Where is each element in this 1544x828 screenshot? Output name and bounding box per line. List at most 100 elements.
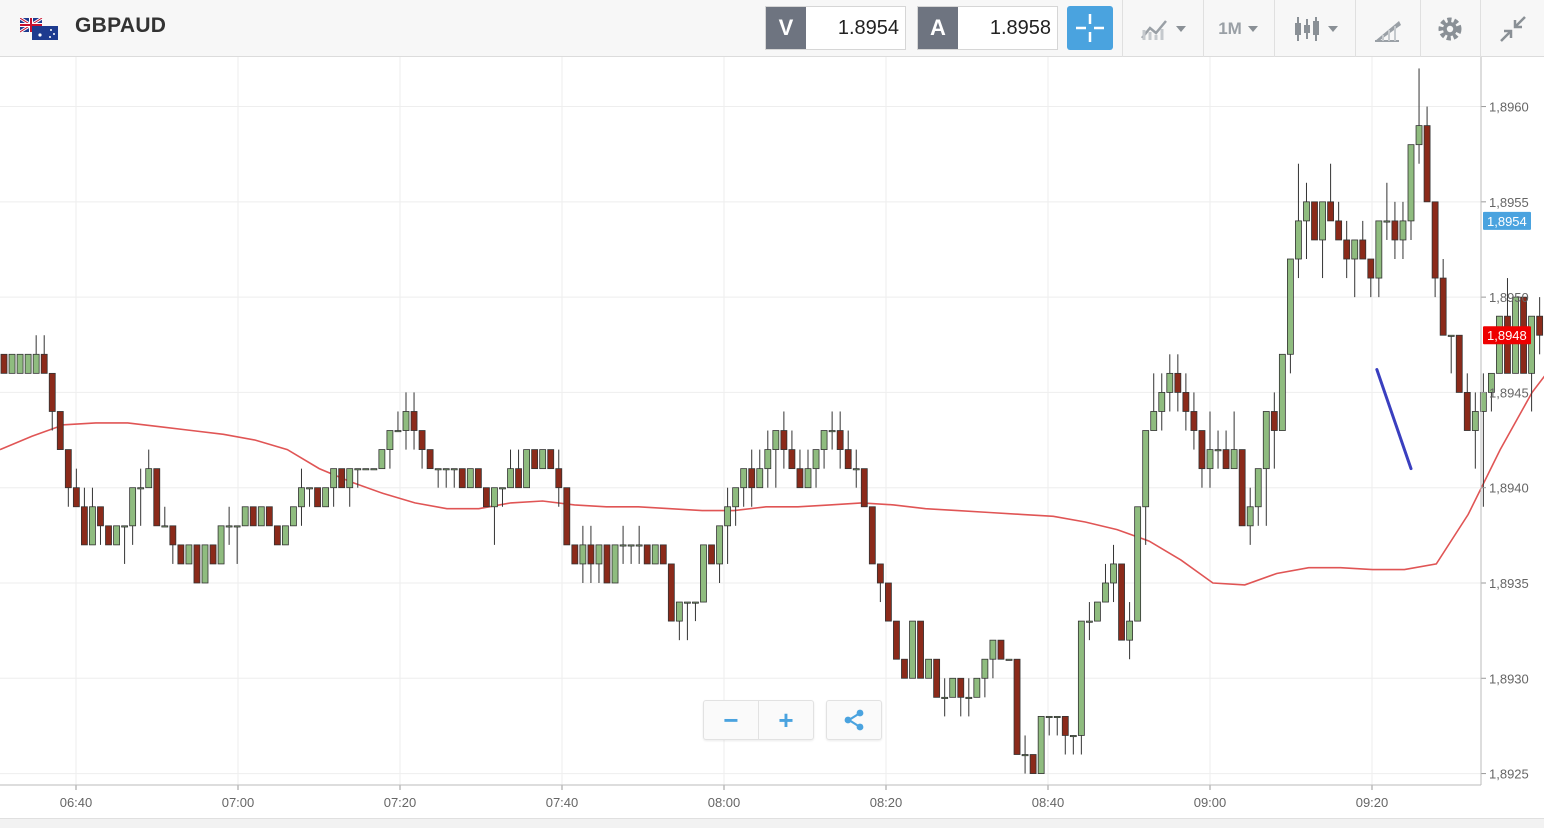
price-chart[interactable]: 1,8960 1,8955 1,8950 1,8945 1,8940 1,8935 1,89… xyxy=(0,57,1544,817)
candle-up xyxy=(306,487,313,507)
candle-body xyxy=(732,487,740,508)
candle-body xyxy=(273,525,281,546)
candle-body xyxy=(209,544,217,565)
x-tick-label: 09:20 xyxy=(1356,795,1389,810)
candle-body xyxy=(957,677,965,698)
candle-up xyxy=(828,411,836,450)
gb-au-flag-icon xyxy=(20,18,58,40)
candle-body xyxy=(1415,125,1423,146)
candle-body xyxy=(48,372,56,412)
candle-body xyxy=(917,620,924,679)
candle-body xyxy=(8,353,16,374)
candle-body xyxy=(298,487,305,508)
candle-up xyxy=(1005,658,1013,661)
candle-up xyxy=(442,468,450,488)
candle-down xyxy=(1029,754,1037,774)
candle-body xyxy=(1359,239,1367,260)
candle-body xyxy=(16,353,24,374)
candle-body xyxy=(555,468,563,489)
candle-up xyxy=(1415,68,1423,164)
candle-up xyxy=(1351,239,1359,298)
candle-body xyxy=(788,449,796,470)
candle-down xyxy=(893,620,900,660)
candle-up xyxy=(386,430,394,469)
candle-up xyxy=(989,639,997,679)
candle-up xyxy=(949,677,957,698)
candle-up xyxy=(1214,430,1222,469)
candle-body xyxy=(1319,201,1326,241)
candle-body xyxy=(64,449,72,489)
candle-down xyxy=(56,411,64,450)
y-tick-label: 1,8935 xyxy=(1489,576,1529,591)
candle-body xyxy=(844,449,852,470)
candle-up xyxy=(298,468,305,526)
crosshair-button[interactable] xyxy=(1067,6,1113,50)
candle-body xyxy=(949,677,957,698)
candle-body xyxy=(1303,201,1310,222)
candle-body xyxy=(933,658,941,698)
indicators-button[interactable] xyxy=(1130,0,1195,57)
candlesticks xyxy=(0,68,1544,774)
x-tick-label: 09:00 xyxy=(1194,795,1227,810)
candle-body xyxy=(1455,334,1463,393)
zoom-in-label: + xyxy=(778,704,794,735)
candle-down xyxy=(667,563,675,622)
candle-down xyxy=(81,487,88,546)
sell-quote[interactable]: V 1.8954 xyxy=(765,6,906,50)
candle-up xyxy=(241,506,249,527)
candle-body xyxy=(281,525,289,546)
candle-up xyxy=(1102,563,1109,603)
buy-quote[interactable]: A 1.8958 xyxy=(917,6,1058,50)
candle-down xyxy=(426,449,434,470)
zoom-out-button[interactable]: − xyxy=(704,701,759,739)
collapse-button[interactable] xyxy=(1488,0,1538,57)
x-tick-label: 07:20 xyxy=(384,795,417,810)
settings-button[interactable] xyxy=(1425,0,1475,57)
candle-up xyxy=(281,525,289,546)
candle-body xyxy=(402,411,410,431)
candle-up xyxy=(113,525,120,546)
candle-up xyxy=(225,506,233,545)
candle-up xyxy=(1206,411,1214,488)
candle-down xyxy=(177,544,185,565)
candle-down xyxy=(933,658,941,698)
candle-body xyxy=(860,468,868,508)
candle-body xyxy=(756,468,764,489)
candle-body xyxy=(852,468,860,471)
candle-body xyxy=(740,468,748,489)
candle-body xyxy=(491,487,498,508)
candle-body xyxy=(724,506,731,527)
candle-body xyxy=(482,487,490,508)
candle-body xyxy=(24,353,32,374)
chart-type-button[interactable] xyxy=(1282,0,1347,57)
candle-up xyxy=(233,525,241,564)
candle-body xyxy=(941,696,949,699)
candle-body xyxy=(1069,735,1077,738)
candle-body xyxy=(32,353,40,374)
candle-down xyxy=(1327,163,1334,222)
bottom-scrollbar[interactable] xyxy=(0,818,1544,828)
moving-average-price-tag-label: 1,8948 xyxy=(1487,328,1527,343)
candle-down xyxy=(153,468,161,527)
candle-down xyxy=(1198,430,1206,488)
timeframe-selector[interactable]: 1M xyxy=(1208,0,1268,57)
candle-body xyxy=(201,544,209,584)
candle-down xyxy=(1367,258,1375,298)
drawing-tools-button[interactable] xyxy=(1360,0,1415,57)
candle-body xyxy=(1327,201,1334,222)
y-tick-label: 1,8925 xyxy=(1489,767,1529,782)
candle-body xyxy=(507,468,514,489)
candle-up xyxy=(1319,201,1326,279)
candle-up xyxy=(804,449,812,489)
drawing-tools-icon xyxy=(1374,20,1401,42)
candle-up xyxy=(1303,182,1310,260)
share-button[interactable] xyxy=(827,701,881,739)
candle-up xyxy=(1045,715,1053,736)
candle-down xyxy=(836,411,844,469)
candle-up xyxy=(523,449,530,489)
zoom-in-button[interactable]: + xyxy=(759,701,813,739)
gear-icon xyxy=(1438,17,1462,40)
drawn-trendline[interactable] xyxy=(1375,368,1413,471)
candle-body xyxy=(563,487,571,546)
moving-average-price-tag-background xyxy=(1483,326,1531,345)
